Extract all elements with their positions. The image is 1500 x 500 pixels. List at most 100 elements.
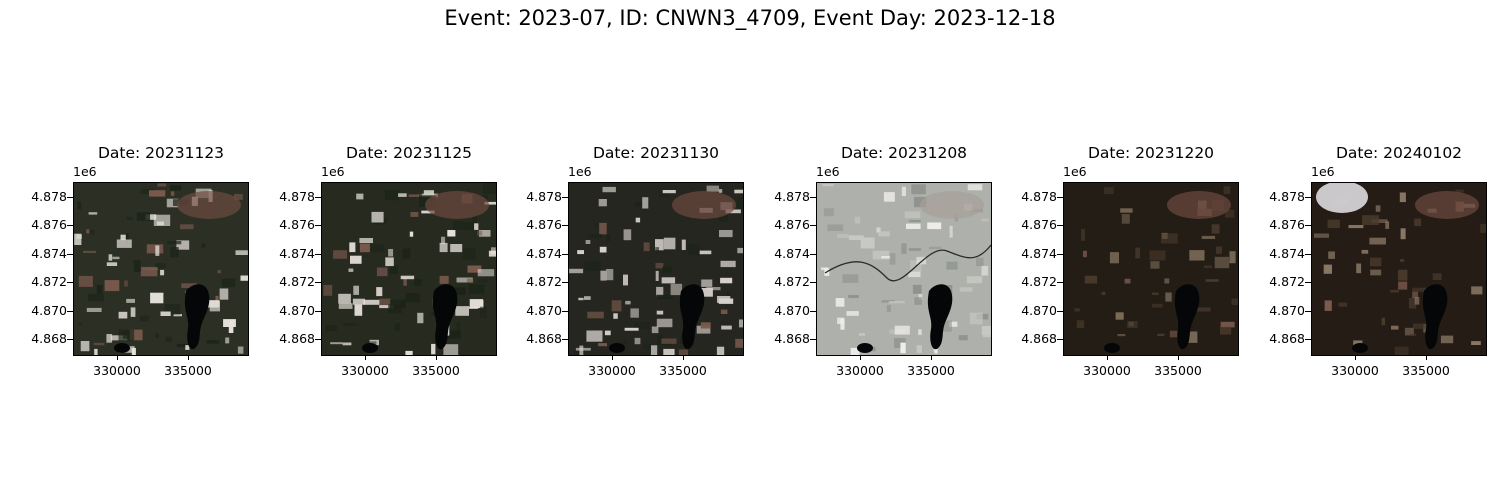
y-tick xyxy=(1305,197,1311,198)
y-tick-label: 4.874 xyxy=(31,246,67,261)
panel-date-title: Date: 20231123 xyxy=(97,144,225,162)
y-tick-label: 4.868 xyxy=(279,331,315,346)
y-tick-label: 4.868 xyxy=(31,331,67,346)
y-tick-label: 4.870 xyxy=(31,303,67,318)
x-tick-label: 335000 xyxy=(164,363,212,378)
x-tick xyxy=(931,355,932,360)
y-tick-label: 4.876 xyxy=(31,217,67,232)
y-tick-label: 4.878 xyxy=(526,189,562,204)
y-tick xyxy=(562,311,568,312)
y-tick xyxy=(1057,339,1063,340)
y-tick xyxy=(1305,282,1311,283)
y-tick-label: 4.878 xyxy=(1269,189,1305,204)
y-tick-label: 4.872 xyxy=(279,274,315,289)
satellite-image xyxy=(321,182,497,356)
y-tick xyxy=(315,197,321,198)
y-offset-label: 1e6 xyxy=(73,164,97,179)
figure-title: Event: 2023-07, ID: CNWN3_4709, Event Da… xyxy=(444,6,1056,30)
y-tick-label: 4.876 xyxy=(774,217,810,232)
y-tick-label: 4.872 xyxy=(774,274,810,289)
y-tick-label: 4.878 xyxy=(774,189,810,204)
y-offset-label: 1e6 xyxy=(568,164,592,179)
y-tick-label: 4.868 xyxy=(526,331,562,346)
y-tick-label: 4.876 xyxy=(279,217,315,232)
y-tick-label: 4.874 xyxy=(1269,246,1305,261)
y-tick-label: 4.872 xyxy=(1269,274,1305,289)
y-tick xyxy=(810,339,816,340)
y-tick xyxy=(810,254,816,255)
satellite-image xyxy=(816,182,992,356)
y-tick xyxy=(810,282,816,283)
y-tick xyxy=(562,282,568,283)
y-tick-label: 4.872 xyxy=(1021,274,1057,289)
y-tick xyxy=(810,197,816,198)
y-tick xyxy=(810,225,816,226)
y-tick-label: 4.870 xyxy=(774,303,810,318)
x-tick-label: 330000 xyxy=(341,363,389,378)
y-tick xyxy=(1305,225,1311,226)
y-tick-label: 4.876 xyxy=(526,217,562,232)
x-tick xyxy=(683,355,684,360)
y-tick-label: 4.876 xyxy=(1021,217,1057,232)
x-tick xyxy=(1178,355,1179,360)
y-tick-label: 4.870 xyxy=(1269,303,1305,318)
y-tick xyxy=(1057,254,1063,255)
y-tick xyxy=(1057,225,1063,226)
satellite-panel: Date: 20240102 1e6 4.878 4.876 4.874 4.872 4.8… xyxy=(1269,140,1487,380)
y-tick xyxy=(1057,197,1063,198)
y-tick xyxy=(1305,339,1311,340)
y-tick xyxy=(67,311,73,312)
x-tick-label: 335000 xyxy=(412,363,460,378)
y-tick xyxy=(1057,311,1063,312)
x-tick-label: 335000 xyxy=(659,363,707,378)
y-tick xyxy=(315,282,321,283)
x-tick-label: 330000 xyxy=(93,363,141,378)
x-tick-label: 335000 xyxy=(1154,363,1202,378)
y-tick xyxy=(315,225,321,226)
satellite-panel: Date: 20231220 1e6 4.878 4.876 4.874 4.872 4.8… xyxy=(1021,140,1239,380)
y-offset-label: 1e6 xyxy=(1311,164,1335,179)
satellite-panel: Date: 20231130 1e6 4.878 4.876 4.874 4.872 4.8… xyxy=(526,140,744,380)
y-tick xyxy=(562,225,568,226)
x-tick xyxy=(1426,355,1427,360)
y-tick-label: 4.872 xyxy=(526,274,562,289)
y-tick xyxy=(315,339,321,340)
x-tick xyxy=(1355,355,1356,360)
x-tick-label: 330000 xyxy=(836,363,884,378)
panel-date-title: Date: 20231130 xyxy=(592,144,720,162)
x-tick-label: 330000 xyxy=(1331,363,1379,378)
y-tick xyxy=(810,311,816,312)
y-tick xyxy=(1305,311,1311,312)
y-tick-label: 4.878 xyxy=(31,189,67,204)
y-tick xyxy=(1305,254,1311,255)
satellite-panel: Date: 20231208 1e6 4.878 4.876 4.874 4.872 4.8… xyxy=(774,140,992,380)
y-tick xyxy=(67,197,73,198)
y-tick xyxy=(67,339,73,340)
panel-date-title: Date: 20231125 xyxy=(345,144,473,162)
y-tick-label: 4.868 xyxy=(1021,331,1057,346)
panel-date-title: Date: 20240102 xyxy=(1335,144,1463,162)
y-tick xyxy=(562,254,568,255)
x-tick xyxy=(188,355,189,360)
y-tick-label: 4.876 xyxy=(1269,217,1305,232)
y-tick-label: 4.872 xyxy=(31,274,67,289)
y-tick-label: 4.874 xyxy=(774,246,810,261)
x-tick xyxy=(612,355,613,360)
y-tick-label: 4.870 xyxy=(1021,303,1057,318)
y-tick xyxy=(562,197,568,198)
x-tick xyxy=(436,355,437,360)
y-tick-label: 4.870 xyxy=(279,303,315,318)
y-tick-label: 4.868 xyxy=(774,331,810,346)
satellite-panel: Date: 20231125 1e6 4.878 4.876 4.874 4.872 4.8… xyxy=(279,140,497,380)
y-offset-label: 1e6 xyxy=(816,164,840,179)
satellite-image xyxy=(1063,182,1239,356)
y-tick-label: 4.874 xyxy=(526,246,562,261)
satellite-image xyxy=(73,182,249,356)
y-tick-label: 4.878 xyxy=(279,189,315,204)
x-tick-label: 335000 xyxy=(1402,363,1450,378)
y-tick xyxy=(1057,282,1063,283)
y-offset-label: 1e6 xyxy=(321,164,345,179)
y-tick-label: 4.878 xyxy=(1021,189,1057,204)
x-tick xyxy=(1107,355,1108,360)
y-tick xyxy=(315,311,321,312)
